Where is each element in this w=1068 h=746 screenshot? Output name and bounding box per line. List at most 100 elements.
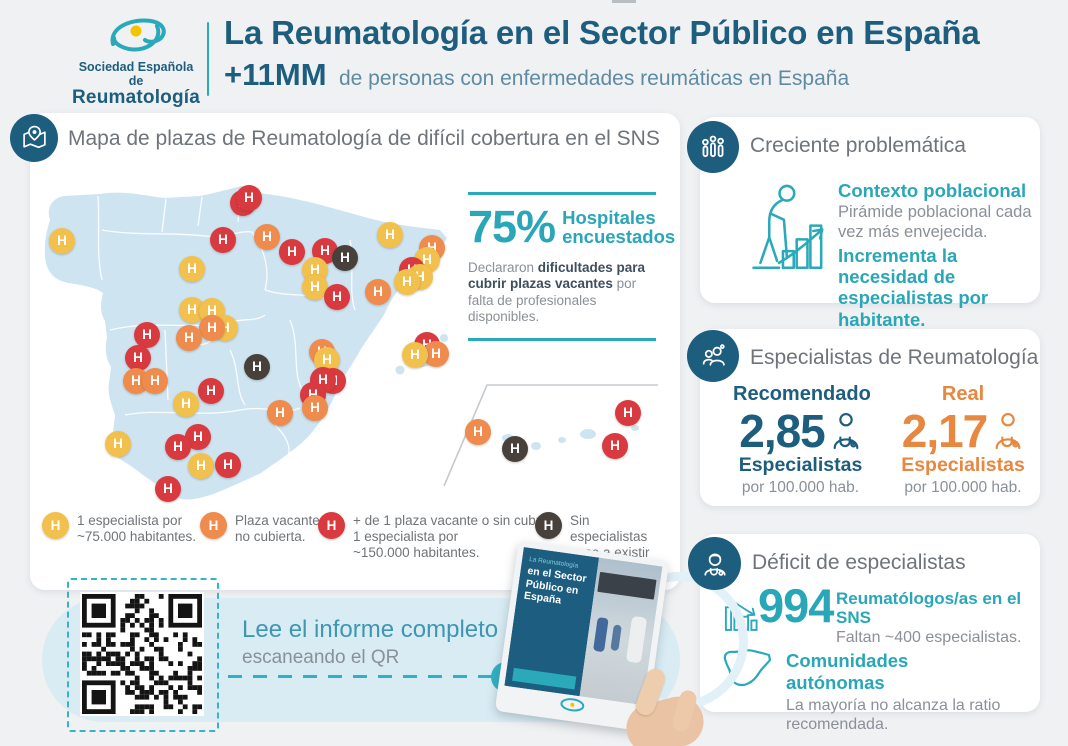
map-pin-icon bbox=[10, 114, 58, 162]
hospital-marker-red: H bbox=[155, 476, 181, 502]
recommended-per: por 100.000 hab. bbox=[741, 479, 860, 496]
card-especialistas-title: Especialistas de Reumatología bbox=[750, 346, 1039, 369]
survey-percent: 75% bbox=[468, 201, 556, 252]
canary-inset-border bbox=[443, 384, 658, 487]
hospital-marker-red: H bbox=[236, 185, 262, 211]
incrementa-heading: Incrementa la necesidad de especialistas… bbox=[838, 244, 989, 330]
legend-item-red: H + de 1 plaza vacante o sin cubrir. 1 esp… bbox=[318, 512, 551, 561]
hospital-marker-orange: H bbox=[465, 419, 491, 445]
deficit-row2-text: Comunidades autónomas La mayoría no alca… bbox=[786, 650, 1006, 734]
photo-nurse bbox=[593, 616, 610, 653]
survey-stat-block: 75% Hospitales encuestados Declararon di… bbox=[468, 192, 675, 341]
legend-item-orange: H Plaza vacante no cubierta. bbox=[200, 512, 320, 545]
hospital-marker-yellow: H bbox=[105, 431, 131, 457]
deficit-row1-text: Reumatólogos/as en el SNS Faltan ~400 es… bbox=[836, 589, 1041, 647]
real-value: 2,17 bbox=[901, 405, 989, 457]
cta-text: Lee el informe completo escaneando el QR bbox=[242, 616, 498, 669]
survey-percent-label: Hospitales encuestados bbox=[562, 206, 676, 247]
legend-marker-yellow: H bbox=[42, 512, 69, 539]
hospital-marker-yellow: H bbox=[179, 256, 205, 282]
rheumatologists-count: 994 bbox=[758, 579, 834, 632]
recommended-value: 2,85 bbox=[739, 405, 826, 457]
ccaa-title: Comunidades autónomas bbox=[786, 650, 909, 693]
legend-marker-orange: H bbox=[200, 512, 227, 539]
hospital-marker-orange: H bbox=[302, 395, 328, 421]
hospital-marker-red: H bbox=[185, 424, 211, 450]
legend-text: + de 1 plaza vacante o sin cubrir. 1 espe… bbox=[353, 513, 551, 560]
hospital-marker-yellow: H bbox=[394, 269, 420, 295]
hospital-marker-yellow: H bbox=[402, 342, 428, 368]
hospital-marker-orange: H bbox=[365, 279, 391, 305]
hospital-marker-red: H bbox=[279, 239, 305, 265]
ser-logo-icon bbox=[110, 18, 166, 52]
hospital-marker-red: H bbox=[615, 400, 641, 426]
page-subtitle: +11MM de personas con enfermedades reumá… bbox=[224, 57, 849, 93]
hospital-marker-red: H bbox=[210, 227, 236, 253]
hospital-marker-yellow: H bbox=[302, 274, 328, 300]
hospital-marker-dark: H bbox=[332, 245, 358, 271]
legend-marker-dark: H bbox=[535, 512, 562, 539]
qr-frame bbox=[67, 578, 219, 732]
specialists-duo-icon bbox=[687, 330, 739, 382]
hospital-marker-red: H bbox=[134, 322, 160, 348]
report-cover-strip bbox=[512, 667, 576, 690]
doctor-head-icon bbox=[688, 537, 741, 590]
card-creciente-problematica bbox=[700, 117, 1040, 303]
legend-text: Plaza vacante no cubierta. bbox=[235, 513, 320, 544]
hospital-marker-red: H bbox=[215, 452, 241, 478]
hospital-marker-red: H bbox=[125, 345, 151, 371]
hospital-marker-dark: H bbox=[502, 436, 528, 462]
legend-item-yellow: H 1 especialista por ~75.000 habitantes. bbox=[42, 512, 196, 545]
logo-text-line1: Sociedad Española de bbox=[78, 60, 194, 88]
hospital-marker-yellow: H bbox=[173, 391, 199, 417]
doctor-icon-orange bbox=[995, 412, 1021, 450]
legend-marker-red: H bbox=[318, 512, 345, 539]
problematica-text: Contexto poblacional Pirámide poblaciona… bbox=[838, 180, 1038, 330]
recommended-unit: Especialistas bbox=[738, 454, 863, 476]
qr-code bbox=[80, 592, 204, 716]
doctor-icon-blue bbox=[833, 412, 859, 450]
hospital-marker-red: H bbox=[198, 378, 224, 404]
real-label: Real bbox=[941, 383, 985, 405]
hospital-marker-orange: H bbox=[176, 325, 202, 351]
recommended-column: Recomendado 2,85 Especialistas por 100.0… bbox=[733, 383, 871, 497]
contexto-body: Pirámide poblacional cada vez más enveje… bbox=[838, 203, 1032, 242]
hospital-marker-yellow: H bbox=[377, 222, 403, 248]
logo-text-line2: Reumatología bbox=[72, 87, 201, 108]
dashed-connector bbox=[228, 675, 492, 678]
card-problematica-title: Creciente problemática bbox=[750, 134, 966, 157]
report-cover: La Reumatología en el Sector Público en … bbox=[504, 547, 663, 706]
photo-doctor bbox=[626, 616, 648, 664]
ccaa-sub: La mayoría no alcanza la ratio recomenda… bbox=[786, 697, 1001, 734]
hospital-marker-red: H bbox=[602, 433, 628, 459]
page-title: La Reumatología en el Sector Público en … bbox=[224, 14, 980, 51]
hospital-marker-orange: H bbox=[199, 315, 225, 341]
aging-population-icon bbox=[732, 180, 830, 289]
hospital-marker-orange: H bbox=[142, 368, 168, 394]
hospital-marker-orange: H bbox=[267, 400, 293, 426]
hospital-marker-red: H bbox=[165, 434, 191, 460]
contexto-heading: Contexto poblacional bbox=[838, 180, 1027, 201]
subtitle-rest: de personas con enfermedades reumáticas … bbox=[338, 67, 850, 90]
photo-signage bbox=[597, 571, 657, 600]
survey-description: Declararon dificultades para cubrir plaz… bbox=[468, 260, 646, 325]
ser-logo: Sociedad Española de Reumatología bbox=[72, 12, 200, 109]
hospital-marker-yellow: H bbox=[188, 453, 214, 479]
cta-line2: escaneando el QR bbox=[242, 647, 400, 668]
header-divider bbox=[207, 22, 209, 96]
real-column: Real 2,17 Especialistas por 100.000 hab. bbox=[898, 383, 1028, 497]
report-title: en el Sector Público en España bbox=[523, 564, 588, 607]
card-deficit-title: Déficit de especialistas bbox=[752, 551, 966, 574]
population-people-icon bbox=[687, 121, 739, 173]
hospital-marker-red: H bbox=[324, 284, 350, 310]
map-card-title: Mapa de plazas de Reumatología de difíci… bbox=[68, 127, 660, 150]
hospital-marker-orange: H bbox=[254, 224, 280, 250]
photo-person bbox=[610, 624, 622, 652]
deficit-row1-label: Reumatólogos/as en el SNS bbox=[836, 589, 1022, 627]
hospital-marker-yellow: H bbox=[49, 228, 75, 254]
cta-line1: Lee el informe completo bbox=[242, 616, 499, 643]
recommended-label: Recomendado bbox=[733, 383, 871, 405]
